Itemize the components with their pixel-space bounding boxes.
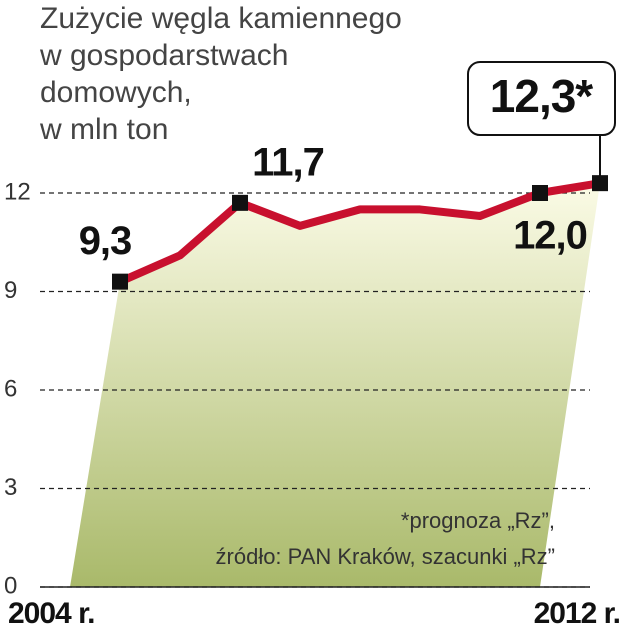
area xyxy=(70,183,600,587)
value-label: 11,7 xyxy=(252,140,324,184)
marker xyxy=(112,273,128,290)
chart-title: domowych, xyxy=(40,76,192,109)
x-tick-label: 2004 r. xyxy=(8,597,94,630)
chart-title: w gospodarstwach xyxy=(39,39,288,72)
value-label: 9,3 xyxy=(79,219,132,263)
line xyxy=(118,179,601,286)
callout-box xyxy=(467,61,616,136)
y-tick-label: 9 xyxy=(4,277,17,304)
x-tick-label: 2012 r. xyxy=(534,597,620,630)
note: źródło: PAN Kraków, szacunki „Rz” xyxy=(216,544,555,569)
y-tick-label: 12 xyxy=(4,178,31,205)
value-label: 12,3* xyxy=(490,70,594,122)
y-tick-label: 0 xyxy=(4,572,17,599)
y-tick-label: 6 xyxy=(4,375,17,402)
note: *prognoza „Rz”, xyxy=(401,508,555,533)
y-tick-label: 3 xyxy=(4,474,17,501)
marker xyxy=(592,175,608,192)
marker xyxy=(532,185,548,201)
marker xyxy=(232,194,248,211)
chart-title: Zużycie węgla kamiennego xyxy=(40,2,402,35)
value-label: 12,0 xyxy=(513,214,587,258)
chart-title: w mln ton xyxy=(39,113,168,146)
